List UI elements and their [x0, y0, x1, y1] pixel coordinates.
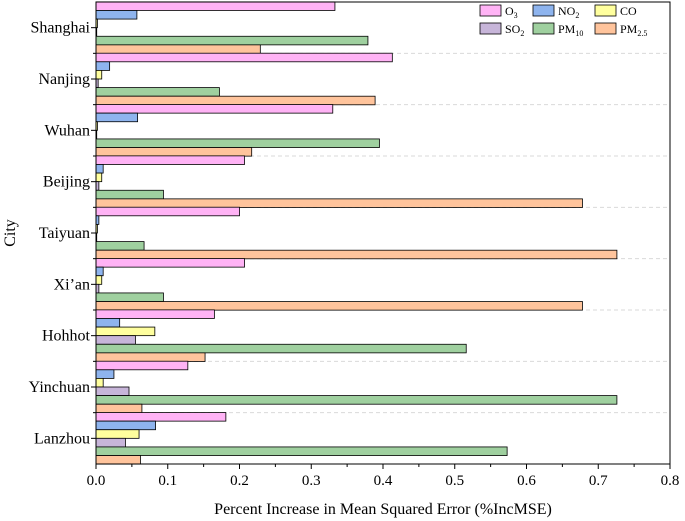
legend-item-co: CO — [594, 4, 637, 18]
bar-no2 — [95, 318, 121, 328]
x-tick-label: 0.8 — [661, 473, 680, 489]
category-label: Yinchuan — [29, 379, 90, 396]
bar-group — [95, 258, 583, 311]
bar-pm25 — [95, 44, 261, 54]
bar-group — [95, 155, 583, 208]
bar-pm10 — [95, 343, 467, 354]
bar-pm25 — [95, 198, 583, 208]
x-axis-title: Percent Increase in Mean Squared Error (… — [214, 501, 552, 518]
bar-o3 — [95, 155, 245, 165]
bar-pm25 — [95, 147, 253, 157]
bar-pm10 — [95, 138, 380, 148]
bar-pm10 — [95, 87, 220, 97]
bar-group — [95, 52, 393, 106]
bar-o3 — [95, 1, 336, 11]
bar-group — [95, 104, 380, 157]
bar-co — [95, 326, 156, 337]
bar-no2 — [95, 112, 139, 123]
x-tick-label: 0.4 — [374, 473, 393, 489]
legend-item-pm10: PM10 — [532, 22, 583, 38]
legend-label: PM10 — [558, 22, 583, 38]
bar-no2 — [95, 164, 104, 174]
bar-so2 — [95, 386, 130, 397]
x-tick-label: 0.0 — [87, 473, 106, 489]
bar-co — [95, 377, 104, 388]
legend-swatch — [532, 22, 555, 35]
y-axis: Shanghai Nanjing Wuhan Beijing Taiyuan Xi’an H… — [29, 20, 96, 447]
legend-item-o3: O3 — [479, 4, 518, 20]
bar-no2 — [95, 266, 104, 277]
x-tick-label: 0.3 — [302, 473, 321, 489]
legend-label: CO — [620, 4, 637, 18]
legend-label: O3 — [505, 4, 518, 20]
plot-frame — [95, 1, 671, 465]
x-tick-label: 0.7 — [589, 473, 608, 489]
bar-o3 — [95, 52, 393, 63]
bar-pm25 — [95, 95, 376, 106]
bar-pm25 — [95, 249, 618, 260]
bar-pm10 — [95, 189, 164, 200]
bars — [95, 1, 618, 465]
category-label: Hohhot — [42, 328, 91, 345]
bar-co — [95, 429, 140, 439]
legend-swatch — [594, 22, 617, 35]
category-label: Shanghai — [30, 20, 90, 37]
bar-pm10 — [95, 446, 508, 456]
category-label: Taiyuan — [39, 225, 90, 242]
bar-group — [95, 1, 369, 54]
x-tick-label: 0.1 — [158, 473, 177, 489]
category-label: Lanzhou — [34, 430, 90, 447]
bar-no2 — [95, 420, 156, 431]
legend-label: SO2 — [505, 22, 524, 38]
bar-pm25 — [95, 352, 206, 362]
legend-swatch — [479, 22, 502, 35]
bar-o3 — [95, 206, 240, 217]
category-label: Wuhan — [44, 122, 90, 139]
bar-pm10 — [95, 35, 369, 46]
bar-pm10 — [95, 395, 618, 405]
bar-o3 — [95, 360, 189, 371]
bar-group — [95, 206, 618, 260]
legend-swatch — [479, 4, 502, 17]
y-axis-title: City — [2, 219, 19, 247]
bar-o3 — [95, 104, 334, 114]
bar-o3 — [95, 309, 215, 319]
legend: O3 NO2 CO SO2 PM10 PM2.5 — [479, 4, 647, 38]
bar-pm10 — [95, 241, 145, 251]
legend-item-pm25: PM2.5 — [594, 22, 647, 38]
bar-so2 — [95, 437, 126, 448]
bar-co — [95, 275, 103, 285]
legend-label: PM2.5 — [620, 22, 647, 38]
category-label: Xi’an — [54, 276, 90, 293]
bar-group — [95, 360, 618, 414]
bar-no2 — [95, 369, 115, 379]
legend-swatch — [594, 4, 617, 17]
bar-pm25 — [95, 455, 141, 465]
legend-item-no2: NO2 — [532, 4, 579, 20]
bar-o3 — [95, 258, 245, 268]
bar-co — [95, 172, 103, 183]
x-tick-label: 0.2 — [230, 473, 249, 489]
legend-item-so2: SO2 — [479, 22, 524, 38]
bar-group — [95, 309, 467, 362]
category-label: Nanjing — [38, 71, 90, 88]
bar-no2 — [95, 61, 111, 71]
x-tick-label: 0.5 — [445, 473, 464, 489]
x-tick-label: 0.6 — [517, 473, 536, 489]
bar-pm10 — [95, 292, 164, 302]
category-label: Beijing — [43, 174, 90, 191]
bar-o3 — [95, 412, 227, 422]
x-axis: 0.0 0.1 0.2 0.3 0.4 0.5 0.6 0.7 0.8 — [87, 464, 680, 489]
legend-label: NO2 — [558, 4, 579, 20]
bar-no2 — [95, 10, 138, 20]
bar-group — [95, 412, 508, 465]
bar-pm25 — [95, 301, 583, 311]
bar-co — [95, 70, 103, 80]
legend-swatch — [532, 4, 555, 17]
bar-so2 — [95, 335, 136, 345]
bar-pm25 — [95, 403, 143, 414]
